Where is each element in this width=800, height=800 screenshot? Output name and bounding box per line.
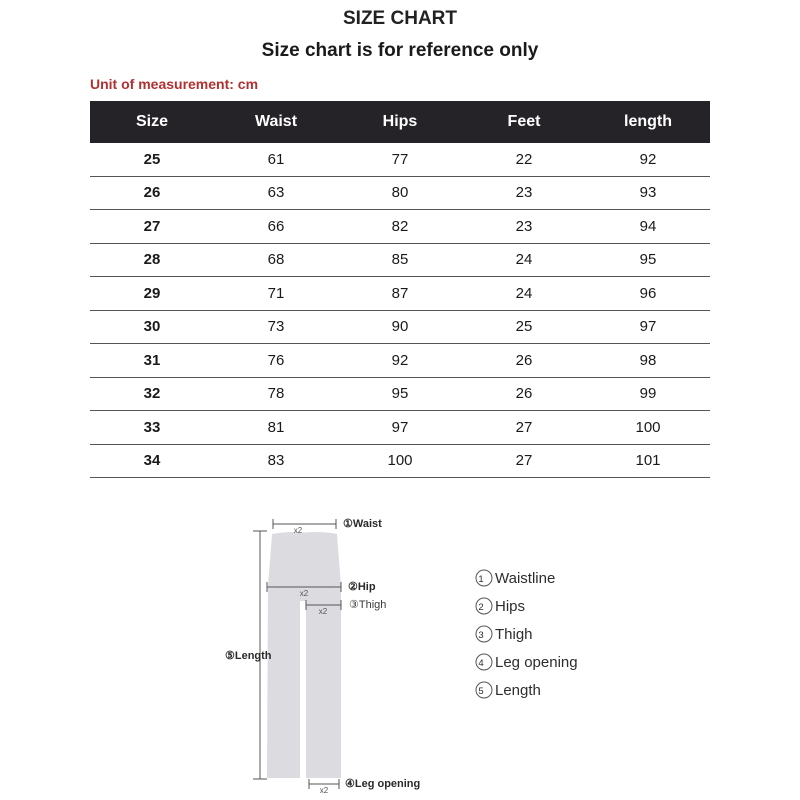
svg-text:②Hip: ②Hip xyxy=(348,581,376,593)
svg-text:5: 5 xyxy=(478,686,483,697)
svg-text:1: 1 xyxy=(478,574,483,585)
svg-text:x2: x2 xyxy=(320,786,329,795)
svg-text:Hips: Hips xyxy=(495,598,525,615)
svg-text:x2: x2 xyxy=(300,589,309,598)
svg-text:③Thigh: ③Thigh xyxy=(349,599,386,611)
svg-text:4: 4 xyxy=(478,658,483,669)
svg-text:①Waist: ①Waist xyxy=(343,518,382,530)
svg-text:④Leg opening: ④Leg opening xyxy=(345,778,420,790)
svg-text:Length: Length xyxy=(495,682,541,699)
svg-text:x2: x2 xyxy=(319,607,328,616)
svg-text:3: 3 xyxy=(478,630,483,641)
svg-text:2: 2 xyxy=(478,602,483,613)
svg-text:x2: x2 xyxy=(294,526,303,535)
svg-text:⑤Length: ⑤Length xyxy=(225,650,272,662)
svg-text:Thigh: Thigh xyxy=(495,626,533,643)
svg-text:Leg opening: Leg opening xyxy=(495,654,578,671)
svg-text:Waistline: Waistline xyxy=(495,570,555,587)
